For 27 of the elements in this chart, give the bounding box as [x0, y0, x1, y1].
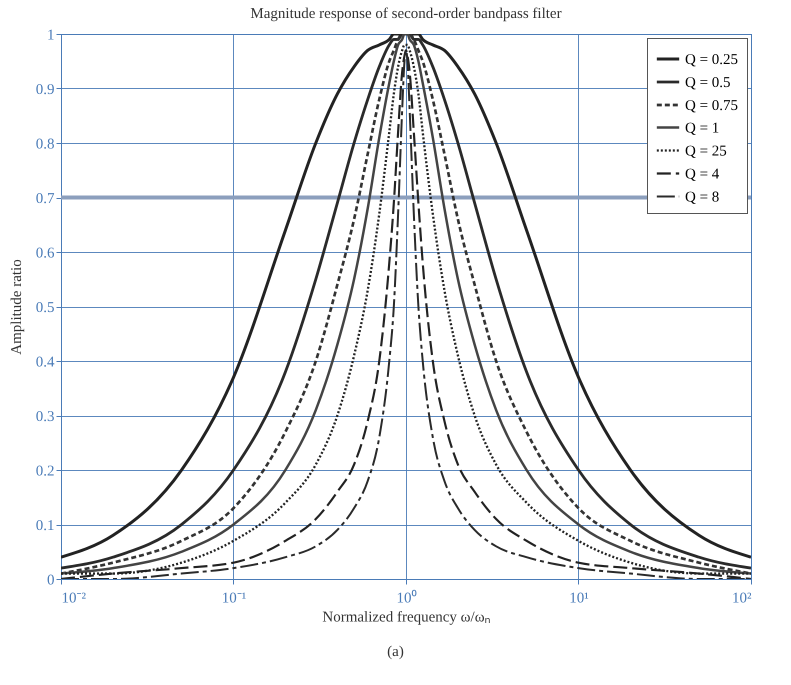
- x-tick-label: 10¹: [569, 590, 589, 606]
- legend-label: Q = 0.25: [685, 52, 738, 68]
- y-tick-label: 1: [47, 28, 54, 44]
- x-tick-label: 10²: [732, 590, 752, 606]
- legend-label: Q = 0.75: [685, 98, 738, 114]
- y-tick-label: 0.8: [36, 136, 54, 152]
- y-tick-label: 0.4: [36, 354, 55, 370]
- y-tick-label: 0.3: [36, 409, 54, 425]
- text: (a): [386, 644, 405, 661]
- y-tick-label: 0: [47, 572, 54, 588]
- y-tick-label: 0.5: [36, 300, 54, 316]
- x-tick-label: 10⁻¹: [222, 590, 246, 606]
- legend-label: Q = 8: [685, 190, 720, 206]
- y-tick-label: 0.7: [36, 191, 55, 207]
- y-tick-label: 0.9: [36, 82, 54, 98]
- y-tick-label: 0.2: [36, 464, 54, 480]
- x-tick-label: 10⁰: [396, 590, 416, 606]
- legend-label: Q = 4: [685, 166, 720, 182]
- legend-label: Q = 1: [685, 120, 720, 136]
- legend-label: Q = 0.5: [685, 75, 731, 91]
- y-axis-title: Amplitude ratio: [8, 259, 25, 355]
- x-tick-label: 10⁻²: [62, 590, 86, 606]
- y-tick-label: 0.1: [36, 518, 54, 534]
- x-axis-title: Normalized frequency ω/ωₙ: [322, 610, 491, 626]
- chart-title: Magnitude response of second-order bandpass filter: [250, 6, 562, 22]
- legend-label: Q = 25: [685, 144, 727, 160]
- y-tick-label: 0.6: [36, 246, 55, 262]
